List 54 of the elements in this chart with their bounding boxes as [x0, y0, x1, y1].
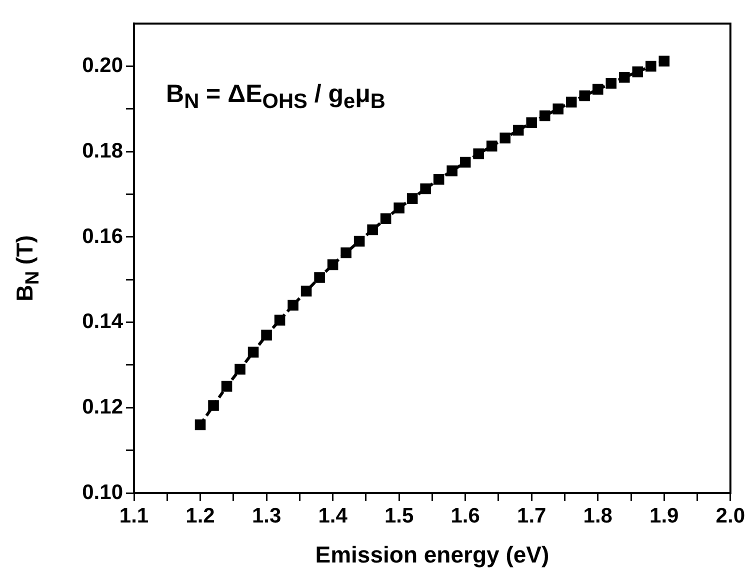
x-tick-label: 1.7	[517, 504, 546, 528]
x-tick-label: 1.4	[318, 504, 348, 528]
x-axis-title: Emission energy (eV)	[315, 542, 550, 568]
point	[274, 314, 286, 326]
y-tick-label: 0.12	[82, 395, 123, 418]
y-tick-label: 0.18	[82, 139, 124, 162]
point	[380, 213, 392, 224]
point	[394, 202, 404, 214]
y-tick-label: 0.16	[82, 224, 123, 248]
point	[340, 247, 352, 258]
x-tick-label: 1.1	[119, 504, 149, 528]
point	[632, 66, 644, 78]
point	[194, 419, 206, 430]
x-tick-label: 1.6	[450, 504, 480, 528]
point	[552, 104, 564, 114]
point	[221, 380, 232, 392]
point	[618, 72, 630, 83]
point	[261, 330, 272, 340]
x-tick-label: 1.2	[186, 504, 215, 528]
point	[406, 193, 418, 204]
point	[300, 286, 312, 297]
x-tick-label: 2.0	[716, 504, 746, 528]
x-tick-label: 1.8	[583, 504, 613, 528]
point	[579, 90, 590, 102]
point	[327, 259, 338, 270]
annotation: B$_{N}$ = ΔE$_{OHS}$ / g$_{e}$μ$_{B}$	[166, 80, 386, 114]
y-tick-label: 0.20	[82, 54, 123, 78]
point	[460, 156, 471, 168]
x-tick-label: 1.3	[252, 504, 282, 528]
point	[314, 272, 325, 283]
point	[658, 56, 670, 67]
point	[512, 124, 524, 136]
point	[288, 300, 298, 311]
point	[606, 78, 617, 89]
point	[446, 165, 458, 176]
y-tick-label: 0.10	[82, 480, 123, 504]
point	[234, 364, 246, 375]
point	[539, 110, 550, 122]
point	[473, 148, 484, 160]
y-tick-label: 0.14	[82, 310, 124, 334]
point	[248, 346, 259, 358]
point	[420, 183, 431, 194]
point	[526, 117, 537, 128]
point	[354, 236, 365, 247]
point	[645, 60, 656, 72]
point	[367, 224, 378, 236]
x-tick-label: 1.9	[650, 504, 679, 528]
point	[500, 132, 510, 144]
x-tick-label: 1.5	[384, 504, 414, 528]
point	[566, 96, 577, 108]
point	[433, 174, 444, 185]
point	[486, 140, 498, 152]
point	[208, 400, 219, 411]
point	[592, 84, 604, 95]
